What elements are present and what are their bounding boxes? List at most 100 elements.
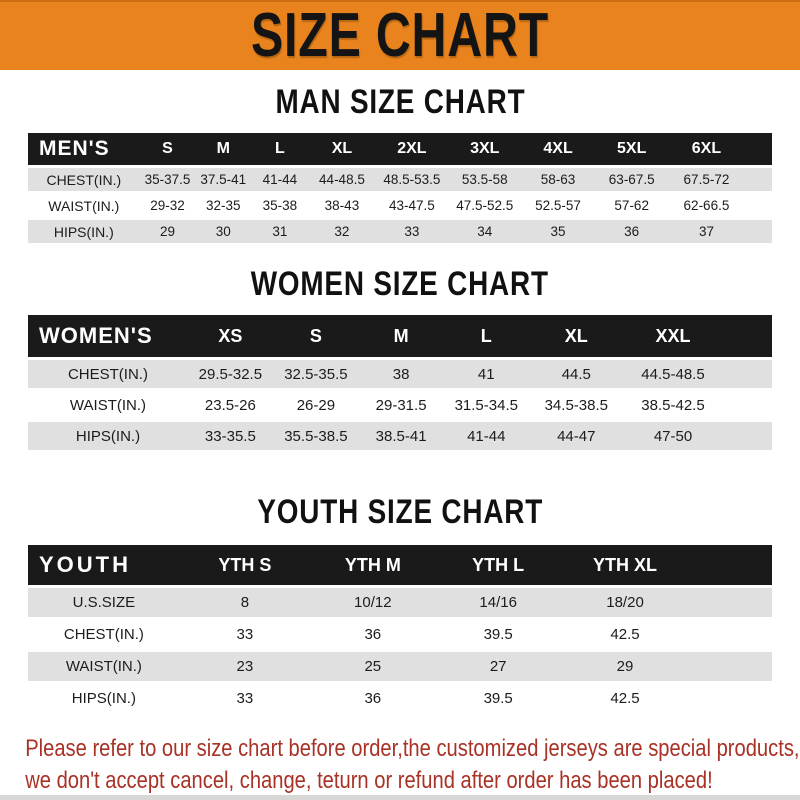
size-value-cell: 35 [521,220,595,243]
size-value-cell: 33-35.5 [187,422,273,450]
table-corner-label: MEN'S [28,133,140,165]
size-value-cell: 10/12 [309,588,436,617]
size-value-cell: 42.5 [560,620,690,649]
youth-section-heading-text: YOUTH SIZE CHART [257,493,543,531]
row-label: HIPS(IN.) [28,684,180,713]
youth-size-table: YOUTH YTH S YTH M YTH L YTH XL U.S.SIZE 8 10/1… [28,542,772,716]
size-value-cell: 29.5-32.5 [187,360,273,388]
man-section-heading: MAN SIZE CHART [0,85,800,119]
youth-section-heading: YOUTH SIZE CHART [0,495,800,529]
row-label: CHEST(IN.) [28,168,140,191]
measurement-row: HIPS(IN.) 29 30 31 32 33 34 35 36 37 [28,220,772,243]
men-size-table: MEN'S S M L XL 2XL 3XL 4XL 5XL 6XL CHEST(IN.) 35-3… [28,130,772,246]
header-spacer [744,133,772,165]
size-column-header: 2XL [375,133,449,165]
row-spacer [744,194,772,217]
size-value-cell: 38.5-41 [359,422,444,450]
size-value-cell: 39.5 [435,684,561,713]
size-value-cell: 32-35 [195,194,252,217]
row-spacer [722,422,772,450]
size-value-cell: 31.5-34.5 [443,391,530,419]
row-spacer [722,391,772,419]
row-label: CHEST(IN.) [28,620,180,649]
size-value-cell: 37 [668,220,745,243]
women-size-table: WOMEN'S XS S M L XL XXL CHEST(IN.) 29.5-32.5 32.… [28,312,772,453]
size-value-cell: 38 [359,360,444,388]
size-value-cell: 36 [594,220,669,243]
measurement-row: HIPS(IN.) 33-35.5 35.5-38.5 38.5-41 41-44 44-… [28,422,772,450]
men-header-row: MEN'S S M L XL 2XL 3XL 4XL 5XL 6XL [28,133,772,165]
size-value-cell: 38.5-42.5 [623,391,723,419]
size-value-cell: 36 [309,684,436,713]
size-value-cell: 52.5-57 [521,194,595,217]
size-value-cell: 23 [179,652,310,681]
measurement-row: HIPS(IN.) 33 36 39.5 42.5 [28,684,772,713]
order-notice: Please refer to our size chart before or… [0,733,800,797]
size-value-cell: 44-47 [529,422,624,450]
size-value-cell: 41-44 [251,168,309,191]
size-value-cell: 47.5-52.5 [448,194,522,217]
size-value-cell: 57-62 [594,194,669,217]
row-spacer [744,220,772,243]
size-value-cell: 58-63 [521,168,595,191]
size-value-cell: 39.5 [435,620,561,649]
size-value-cell: 47-50 [623,422,723,450]
size-column-header: YTH M [309,545,436,585]
size-chart-banner: SIZE CHART [0,0,800,70]
size-value-cell: 23.5-26 [187,391,273,419]
measurement-row: WAIST(IN.) 29-32 32-35 35-38 38-43 43-47.5 47.… [28,194,772,217]
row-label: WAIST(IN.) [28,652,180,681]
row-label: WAIST(IN.) [28,391,188,419]
bottom-edge-strip [0,795,800,800]
size-value-cell: 42.5 [560,684,690,713]
size-column-header: S [139,133,196,165]
measurement-row: CHEST(IN.) 29.5-32.5 32.5-35.5 38 41 44.5 44.5… [28,360,772,388]
size-value-cell: 62-66.5 [668,194,745,217]
size-value-cell: 44-48.5 [308,168,376,191]
size-value-cell: 35.5-38.5 [272,422,360,450]
order-notice-line-1: Please refer to our size chart before or… [25,735,800,762]
size-value-cell: 32 [308,220,376,243]
table-corner-label: WOMEN'S [28,315,188,357]
size-value-cell: 31 [251,220,309,243]
women-section-heading: WOMEN SIZE CHART [0,267,800,301]
size-value-cell: 53.5-58 [448,168,522,191]
size-column-header: S [272,315,360,357]
size-value-cell: 36 [309,620,436,649]
size-value-cell: 30 [195,220,252,243]
women-section-heading-text: WOMEN SIZE CHART [250,265,550,303]
size-value-cell: 29 [560,652,690,681]
row-spacer [689,620,772,649]
size-value-cell: 67.5-72 [668,168,745,191]
table-corner-label: YOUTH [28,545,180,585]
size-column-header: XL [308,133,376,165]
row-spacer [689,684,772,713]
size-value-cell: 18/20 [560,588,690,617]
size-value-cell: 33 [375,220,449,243]
size-column-header: 5XL [594,133,669,165]
size-value-cell: 29 [139,220,196,243]
measurement-row: WAIST(IN.) 23.5-26 26-29 29-31.5 31.5-34.5 34… [28,391,772,419]
order-notice-line-2: we don't accept cancel, change, teturn o… [25,767,713,794]
row-label: HIPS(IN.) [28,220,140,243]
size-value-cell: 48.5-53.5 [375,168,449,191]
size-value-cell: 38-43 [308,194,376,217]
size-value-cell: 37.5-41 [195,168,252,191]
size-value-cell: 8 [179,588,310,617]
women-header-row: WOMEN'S XS S M L XL XXL [28,315,772,357]
size-value-cell: 35-38 [251,194,309,217]
measurement-row: CHEST(IN.) 35-37.5 37.5-41 41-44 44-48.5 48.5… [28,168,772,191]
row-spacer [689,652,772,681]
size-value-cell: 29-31.5 [359,391,444,419]
size-value-cell: 25 [309,652,436,681]
size-column-header: L [251,133,309,165]
size-value-cell: 41 [443,360,530,388]
size-column-header: XXL [623,315,723,357]
size-column-header: XL [529,315,624,357]
size-column-header: XS [187,315,273,357]
size-value-cell: 41-44 [443,422,530,450]
measurement-row: U.S.SIZE 8 10/12 14/16 18/20 [28,588,772,617]
size-value-cell: 63-67.5 [594,168,669,191]
banner-title: SIZE CHART [251,1,549,70]
header-spacer [689,545,772,585]
